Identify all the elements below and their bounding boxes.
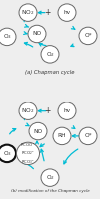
Text: O$_3$: O$_3$	[2, 149, 12, 158]
Circle shape	[19, 4, 37, 21]
Circle shape	[0, 145, 16, 162]
Text: hv: hv	[63, 10, 71, 15]
Text: (a) Chapman cycle: (a) Chapman cycle	[25, 70, 75, 75]
Text: O*: O*	[84, 33, 92, 38]
Circle shape	[79, 127, 97, 145]
Text: NO: NO	[33, 129, 43, 134]
Circle shape	[58, 102, 76, 119]
Text: RH: RH	[58, 133, 66, 138]
Circle shape	[41, 46, 59, 63]
Text: NO: NO	[32, 31, 42, 36]
Text: NO$_2$: NO$_2$	[21, 8, 35, 17]
Text: O$_2$: O$_2$	[46, 173, 54, 182]
Text: hv: hv	[63, 108, 71, 113]
Text: O$_3$: O$_3$	[2, 32, 12, 41]
Text: +: +	[44, 8, 51, 17]
Text: +: +	[44, 106, 51, 115]
Circle shape	[41, 169, 59, 186]
Text: RCOO$^\bullet$
RCO$_2$$^\bullet$
RCO$_3$$^\bullet$: RCOO$^\bullet$ RCO$_2$$^\bullet$ RCO$_3$…	[20, 141, 36, 166]
Circle shape	[29, 122, 47, 140]
Text: O$_2$: O$_2$	[46, 50, 54, 59]
Circle shape	[0, 28, 16, 46]
Circle shape	[28, 25, 46, 43]
Text: (b) modification of the Chapman cycle: (b) modification of the Chapman cycle	[11, 189, 89, 193]
Circle shape	[19, 102, 37, 119]
Circle shape	[58, 4, 76, 21]
Text: O*: O*	[84, 133, 92, 138]
Circle shape	[79, 27, 97, 45]
Circle shape	[16, 142, 40, 165]
Circle shape	[53, 127, 71, 145]
Text: NO$_2$: NO$_2$	[21, 106, 35, 115]
